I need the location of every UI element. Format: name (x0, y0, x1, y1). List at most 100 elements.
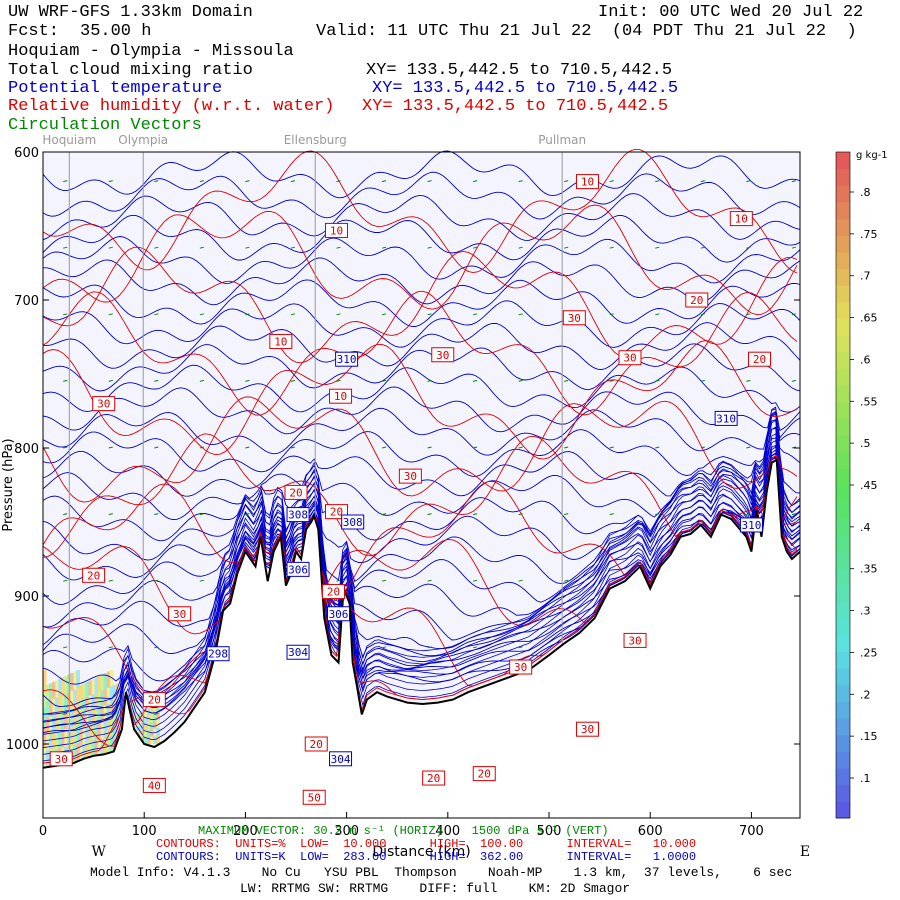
colorbar-cell (836, 285, 850, 303)
theta-contour-label: 304 (331, 753, 351, 766)
cloud-mixing-cell (64, 711, 68, 730)
colorbar-label: .7 (860, 270, 871, 283)
rh-contour-label-box (49, 751, 73, 767)
rh-contour-label-box (623, 632, 647, 648)
cloud-mixing-cell (52, 732, 56, 750)
x-axis-label: Distance (km) (372, 844, 470, 860)
theta-contour-line (42, 214, 801, 263)
circulation-vector (108, 180, 113, 183)
circulation-vector (564, 379, 569, 382)
circulation-vector (154, 313, 159, 316)
rh-contour-label-box (509, 659, 533, 675)
rh-contour-line (42, 148, 798, 274)
theta-contour-line (42, 150, 801, 199)
colorbar-cell (836, 551, 850, 569)
rh-contour-label-box (304, 736, 328, 752)
cloud-mixing-cell (55, 680, 59, 698)
theta-contour-line (42, 193, 801, 241)
colorbar-label: .25 (860, 646, 878, 659)
x-tick-label: 100 (132, 824, 157, 839)
theta-contour-line (42, 449, 801, 605)
colorbar-cell (836, 451, 850, 469)
circulation-vector (609, 246, 614, 249)
circulation-vector (518, 579, 523, 582)
theta-contour-label: 306 (329, 608, 349, 621)
rh-contour-label: 20 (690, 294, 703, 307)
rh-contour-label: 30 (173, 608, 186, 621)
circulation-vector (63, 180, 68, 183)
y-tick-label: 800 (14, 442, 39, 457)
colorbar-cell (836, 718, 850, 736)
cloud-mixing-cell (91, 678, 96, 695)
x-tick-label: 500 (537, 824, 562, 839)
circulation-vector (290, 313, 296, 316)
rh-contour-label-box (618, 350, 642, 366)
location-label: Ellensburg (284, 133, 347, 147)
colorbar-cell (836, 201, 850, 220)
cloud-mixing-cell (109, 686, 114, 704)
cloud-mixing-cell (43, 746, 47, 767)
colorbar-cell (836, 218, 850, 236)
circulation-vector (154, 246, 159, 249)
circulation-vector (154, 379, 159, 382)
circulation-vector (427, 446, 432, 449)
rh-contour-line (42, 454, 798, 764)
rh-contour-label-box (431, 347, 455, 363)
rh-contour-label: 30 (623, 352, 636, 365)
cloud-mixing-cell (61, 729, 65, 748)
cloud-mixing-cell (94, 677, 99, 694)
theta-contour-label-box (714, 410, 738, 426)
circulation-vector (746, 379, 751, 382)
fcst-value: 35.00 h (80, 22, 152, 41)
cloud-mixing-cell (58, 730, 62, 749)
rh-contour-label-box (329, 388, 353, 404)
circulation-vector (63, 513, 68, 516)
circulation-vector (154, 579, 159, 582)
circulation-vector (791, 246, 797, 249)
location-label: Olympia (118, 133, 168, 147)
colorbar-cell (836, 651, 850, 669)
cloud-mixing-cell (144, 716, 148, 724)
theta-contour-line (42, 426, 801, 735)
cloud-mixing-cell (112, 684, 117, 699)
colorbar-cell (836, 734, 850, 752)
circulation-vector (609, 313, 614, 316)
circulation-vector (108, 579, 113, 582)
colorbar-cell (836, 801, 850, 819)
rh-contour-label: 10 (735, 213, 748, 226)
colorbar-label: .1 (860, 772, 871, 785)
colorbar-cell (836, 235, 850, 253)
field-label-rh: Relative humidity (w.r.t. water) (8, 97, 335, 116)
rh-contour-label-box (422, 770, 446, 786)
cloud-mixing-cell (70, 691, 74, 710)
colorbar-cell (836, 768, 850, 786)
rh-contour-label: 20 (87, 569, 100, 582)
colorbar-cell (836, 784, 850, 802)
cloud-mixing-cell (55, 714, 59, 732)
field-label-theta: Potential temperature (8, 79, 223, 98)
circulation-vector (290, 379, 296, 382)
theta-contour-line (42, 364, 801, 413)
colorbar-cell (836, 185, 850, 203)
theta-contour-label: 308 (343, 516, 363, 529)
x-tick-label: 400 (435, 824, 460, 839)
circulation-vector (655, 180, 660, 183)
field-label-vectors: Circulation Vectors (8, 116, 202, 135)
colorbar-cell (836, 584, 850, 603)
circulation-vector (245, 246, 250, 249)
rh-contour-label: 10 (274, 335, 287, 348)
cloud-mixing-cell (76, 688, 80, 707)
cloud-mixing-cell (147, 722, 151, 730)
plot-frame (42, 151, 801, 819)
circulation-vector (381, 579, 387, 582)
theta-contour-label-box (341, 514, 365, 530)
cloud-mixing-cell (91, 709, 96, 726)
cloud-mixing-cell (43, 708, 47, 728)
circulation-vector (518, 446, 523, 449)
cloud-mixing-cell (103, 672, 108, 690)
circulation-vector (791, 379, 797, 382)
circulation-vector (381, 313, 387, 316)
east-label: E (800, 844, 810, 860)
cloud-mixing-cell (103, 721, 108, 739)
circulation-vector (336, 379, 341, 382)
